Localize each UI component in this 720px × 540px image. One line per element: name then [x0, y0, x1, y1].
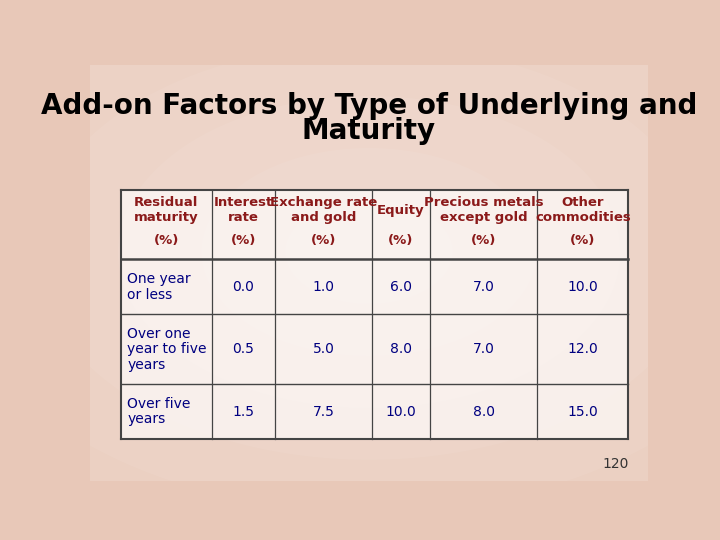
Text: 15.0: 15.0	[567, 404, 598, 418]
Text: One year
or less: One year or less	[127, 272, 191, 302]
Text: 0.5: 0.5	[233, 342, 254, 356]
Text: Add-on Factors by Type of Underlying and: Add-on Factors by Type of Underlying and	[41, 92, 697, 120]
Text: 1.0: 1.0	[312, 280, 335, 294]
Text: 1.5: 1.5	[233, 404, 254, 418]
Text: Other
commodities: Other commodities	[535, 197, 631, 225]
Text: 8.0: 8.0	[390, 342, 412, 356]
Text: (%): (%)	[471, 234, 496, 247]
Text: 10.0: 10.0	[567, 280, 598, 294]
Text: Maturity: Maturity	[302, 117, 436, 145]
Text: 7.5: 7.5	[312, 404, 335, 418]
Text: (%): (%)	[311, 234, 336, 247]
Text: 7.0: 7.0	[472, 342, 495, 356]
Text: 120: 120	[602, 457, 629, 471]
Text: 7.0: 7.0	[472, 280, 495, 294]
Text: (%): (%)	[388, 234, 413, 247]
Text: Precious metals
except gold: Precious metals except gold	[424, 197, 544, 225]
Text: (%): (%)	[570, 234, 595, 247]
Ellipse shape	[118, 96, 620, 408]
Text: 0.0: 0.0	[233, 280, 254, 294]
Ellipse shape	[285, 200, 453, 304]
Text: (%): (%)	[231, 234, 256, 247]
Text: Interest
rate: Interest rate	[214, 197, 273, 225]
Text: Exchange rate
and gold: Exchange rate and gold	[270, 197, 377, 225]
Ellipse shape	[34, 44, 703, 460]
Text: 6.0: 6.0	[390, 280, 412, 294]
Text: (%): (%)	[153, 234, 179, 247]
Text: 8.0: 8.0	[472, 404, 495, 418]
Bar	[121, 190, 629, 439]
Text: 10.0: 10.0	[385, 404, 416, 418]
Text: Over one
year to five
years: Over one year to five years	[127, 327, 207, 372]
Text: 12.0: 12.0	[567, 342, 598, 356]
Ellipse shape	[202, 148, 536, 356]
Text: 5.0: 5.0	[312, 342, 335, 356]
Text: Equity: Equity	[377, 204, 425, 217]
Text: Over five
years: Over five years	[127, 397, 191, 427]
Text: Residual
maturity: Residual maturity	[134, 197, 199, 225]
Ellipse shape	[0, 0, 720, 512]
